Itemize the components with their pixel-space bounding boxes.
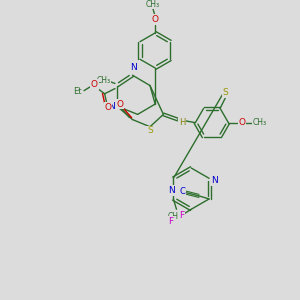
- Text: H: H: [179, 118, 185, 127]
- Text: S: S: [147, 126, 153, 135]
- Text: C: C: [179, 187, 185, 196]
- Text: CH₃: CH₃: [252, 118, 266, 127]
- Text: S: S: [222, 88, 228, 98]
- Text: F: F: [179, 211, 184, 220]
- Text: O: O: [91, 80, 98, 89]
- Text: O: O: [152, 15, 159, 24]
- Text: CH₃: CH₃: [146, 0, 160, 9]
- Text: O: O: [117, 100, 124, 109]
- Text: N: N: [211, 176, 217, 185]
- Text: CH₃: CH₃: [168, 212, 182, 221]
- Text: O: O: [104, 103, 111, 112]
- Text: N: N: [168, 186, 175, 195]
- Text: N: N: [130, 64, 137, 73]
- Text: N: N: [109, 102, 115, 111]
- Text: Et: Et: [74, 87, 82, 96]
- Text: F: F: [168, 217, 173, 226]
- Text: O: O: [238, 118, 245, 127]
- Text: CH₃: CH₃: [97, 76, 111, 85]
